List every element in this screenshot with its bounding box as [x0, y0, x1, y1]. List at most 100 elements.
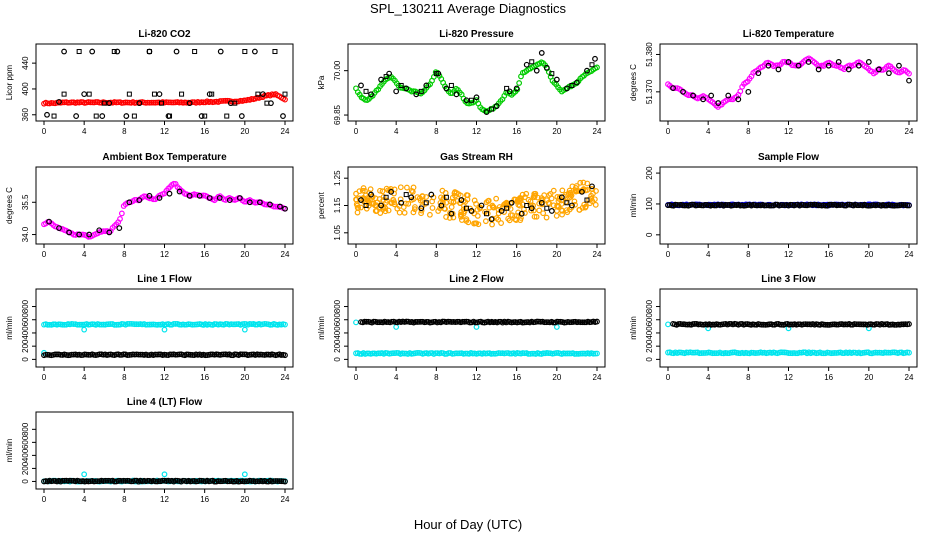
data-point	[206, 195, 213, 201]
y-tick-label: 51.370	[645, 79, 654, 104]
data-point	[594, 350, 600, 357]
data-point	[785, 350, 792, 356]
data-point	[117, 351, 123, 358]
data-point	[498, 220, 505, 226]
x-tick-label: 20	[240, 373, 249, 382]
data-point	[495, 216, 502, 223]
data-point	[809, 201, 816, 208]
x-tick-label: 12	[160, 250, 169, 259]
data-point	[904, 202, 911, 209]
x-tick-label: 0	[42, 250, 47, 259]
data-point	[166, 190, 173, 197]
data-point	[547, 190, 554, 197]
data-point	[564, 200, 570, 206]
y-tick-label: 440	[21, 56, 30, 70]
data-point	[61, 91, 67, 97]
data-point	[443, 214, 449, 220]
data-point	[579, 188, 585, 195]
x-tick-label: 12	[784, 127, 793, 136]
data-point	[737, 88, 744, 95]
data-point	[170, 320, 177, 327]
x-tick-label: 12	[160, 373, 169, 382]
data-point	[589, 183, 595, 190]
data-point	[563, 85, 570, 92]
panel-title: Line 4 (LT) Flow	[127, 397, 203, 408]
data-point	[200, 99, 207, 106]
data-point	[874, 202, 881, 208]
x-tick-label: 16	[824, 127, 833, 136]
outlier-point	[161, 471, 168, 478]
data-point	[401, 350, 408, 357]
data-point	[759, 321, 765, 328]
data-point	[568, 202, 575, 209]
data-point	[506, 88, 513, 95]
data-point	[372, 202, 379, 209]
data-point	[76, 49, 82, 55]
data-point	[46, 218, 52, 225]
data-point	[711, 202, 718, 209]
y-tick-label: 200	[333, 339, 342, 353]
data-point	[390, 350, 396, 357]
x-tick-label: 8	[122, 127, 127, 136]
series-black-2	[670, 59, 912, 106]
y-tick-label: 69.85	[333, 104, 342, 125]
x-tick-label: 16	[200, 373, 209, 382]
data-point	[882, 202, 888, 209]
data-point	[540, 210, 547, 217]
series-black-2	[44, 48, 286, 119]
data-point	[101, 100, 107, 106]
data-point	[533, 213, 540, 220]
data-point	[131, 321, 138, 328]
data-point	[906, 70, 912, 77]
panel-title: Ambient Box Temperature	[102, 152, 227, 163]
data-point	[422, 200, 429, 207]
plot-frame	[659, 43, 918, 122]
data-point	[825, 62, 832, 69]
data-point	[383, 194, 389, 200]
data-point	[137, 351, 144, 358]
x-tick-label: 16	[824, 250, 833, 259]
data-point	[126, 199, 133, 206]
x-tick-label: 12	[160, 127, 169, 136]
data-point	[767, 202, 773, 209]
data-point	[165, 99, 172, 106]
x-tick-label: 24	[593, 127, 602, 136]
y-tick-label: 200	[645, 339, 654, 353]
data-point	[373, 208, 380, 214]
data-point	[358, 82, 364, 89]
data-point	[383, 199, 389, 206]
data-point	[493, 103, 500, 110]
data-point	[387, 186, 394, 192]
y-tick-label: 800	[645, 299, 654, 313]
data-point	[66, 229, 73, 236]
data-point	[577, 350, 584, 357]
data-point	[209, 91, 215, 97]
data-point	[363, 205, 370, 212]
data-point	[151, 91, 157, 97]
data-point	[700, 96, 707, 103]
data-point	[580, 179, 587, 186]
data-point	[353, 190, 359, 197]
data-point	[830, 201, 836, 208]
data-point	[718, 350, 725, 357]
series-black-3	[363, 59, 595, 112]
data-point	[403, 192, 409, 198]
data-point	[588, 185, 595, 192]
data-point	[865, 59, 872, 65]
data-point	[588, 192, 595, 199]
data-point	[418, 205, 425, 212]
data-point	[831, 350, 838, 356]
data-point	[61, 48, 67, 55]
data-point	[111, 478, 118, 485]
data-point	[158, 100, 164, 106]
data-point	[282, 205, 288, 212]
data-point	[845, 66, 852, 73]
x-tick-label: 8	[122, 373, 127, 382]
data-point	[822, 321, 829, 328]
data-point	[398, 199, 405, 206]
data-point	[576, 206, 583, 213]
x-tick-label: 20	[864, 373, 873, 382]
panel-1: Li-820 CO2 0 4 8 12 16 20 24 360 400 440 Licor ppm	[5, 29, 294, 136]
